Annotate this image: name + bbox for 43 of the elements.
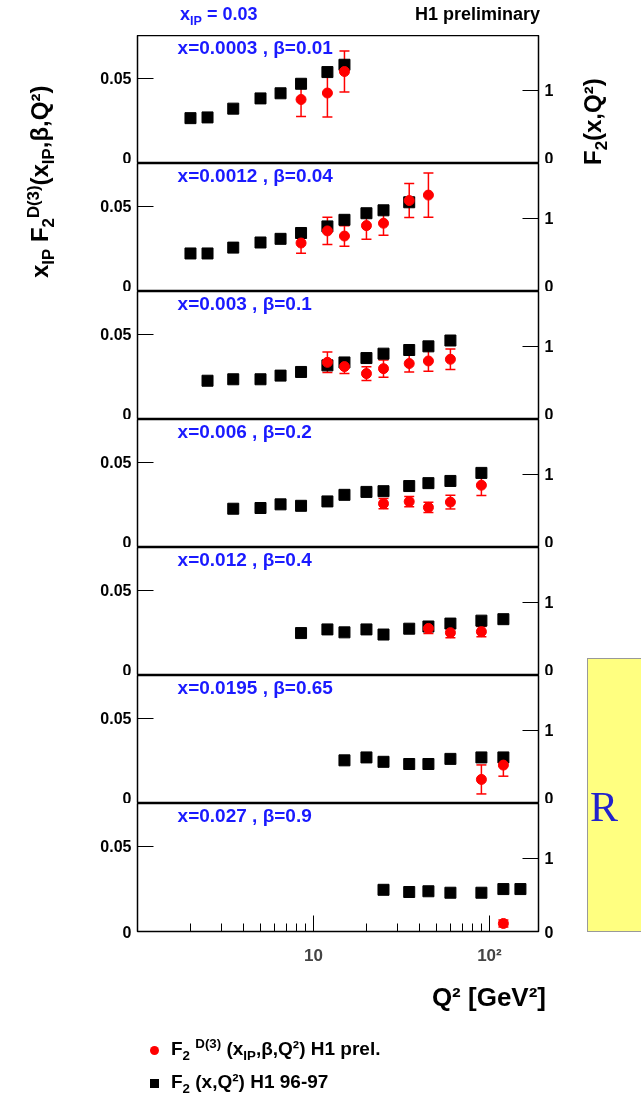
y2-tick-label: 1 xyxy=(544,594,554,612)
legend-label: F$_{2}$ (x,Q²) H1 96-97 xyxy=(170,1070,330,1098)
y-tick-label: 0 xyxy=(122,789,132,807)
text: x$_{IP}$ = 0.03 xyxy=(180,3,258,30)
y2-tick-label: 1 xyxy=(544,210,554,228)
x-axis-title: Q² [GeV²] xyxy=(430,981,546,1014)
y-tick-label: 0 xyxy=(122,149,132,167)
legend-label: F$_{2}$ $^{D(3)}$ (x$_{IP}$,β,Q²) H1 prel. xyxy=(170,1035,381,1066)
slide-box: R xyxy=(587,658,641,932)
text: H1 preliminary xyxy=(414,3,540,26)
y-tick-label: 0.05 xyxy=(100,70,132,88)
y-tick-label: 0 xyxy=(122,277,132,295)
y2-tick-label: 0 xyxy=(544,789,554,807)
y2-tick-label: 0 xyxy=(544,661,554,679)
y-tick-label: 0 xyxy=(122,533,132,551)
x-tick-label: 10 xyxy=(304,945,323,965)
y2-tick-label: 0 xyxy=(544,533,554,551)
y2-tick-label: 1 xyxy=(544,338,554,356)
y2-tick-label: 1 xyxy=(544,722,554,740)
chart-title: x=0.0003 , β=0.01 xyxy=(177,36,334,58)
chart-title: x=0.0195 , β=0.65 xyxy=(177,676,334,698)
chart-title: x=0.012 , β=0.4 xyxy=(177,548,313,570)
y-tick-label: 0.05 xyxy=(100,582,132,600)
y-tick-label: 0 xyxy=(122,923,132,941)
y-tick-label: 0.05 xyxy=(100,454,132,472)
y2-tick-label: 1 xyxy=(544,850,554,868)
chart-title: x=0.027 , β=0.9 xyxy=(177,804,312,826)
y2-tick-label: 0 xyxy=(544,923,554,941)
y2-tick-label: 1 xyxy=(544,466,554,484)
y2-tick-label: 0 xyxy=(544,405,554,423)
y-tick-label: 0.05 xyxy=(100,326,132,344)
y-tick-label: 0 xyxy=(122,661,132,679)
y-tick-label: 0.05 xyxy=(100,198,132,216)
y-tick-label: 0 xyxy=(122,405,132,423)
y2-tick-label: 0 xyxy=(544,149,554,167)
y-tick-label: 0.05 xyxy=(100,838,132,856)
chart-title: x=0.003 , β=0.1 xyxy=(177,292,313,314)
y2-tick-label: 0 xyxy=(544,277,554,295)
chart-title: x=0.0012 , β=0.04 xyxy=(177,164,334,186)
x-tick-label: 10² xyxy=(477,945,503,965)
chart-title: x=0.006 , β=0.2 xyxy=(177,420,312,442)
y-tick-label: 0.05 xyxy=(100,710,132,728)
y2-tick-label: 1 xyxy=(544,82,554,100)
